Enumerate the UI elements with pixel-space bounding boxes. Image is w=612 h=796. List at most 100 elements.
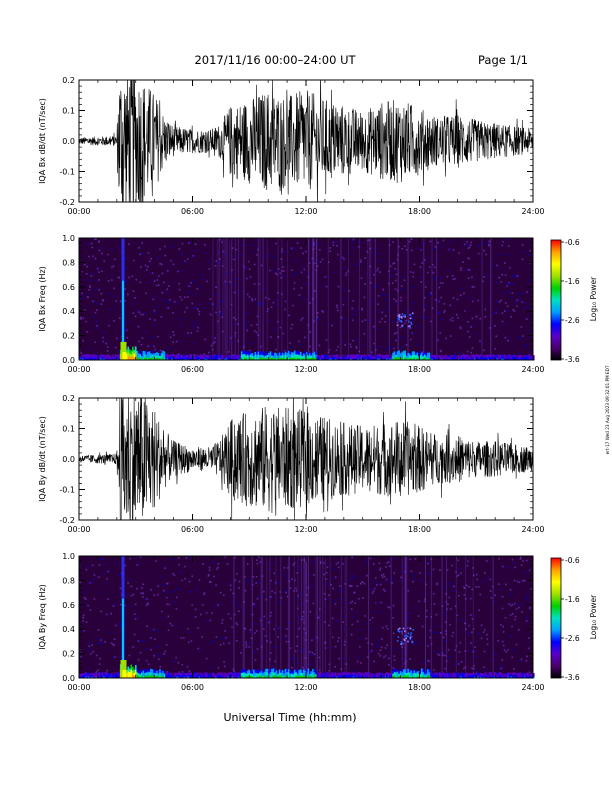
spectrogram-lowfreq-cell <box>148 671 151 676</box>
spectrogram-speckle <box>260 619 262 622</box>
spectrogram-lowfreq-cell <box>219 674 222 677</box>
spectrogram-speckle <box>249 629 252 631</box>
spectrogram-lowfreq-cell <box>94 674 96 677</box>
spectrogram-speckle <box>352 339 354 342</box>
narrowband-patch-cell <box>411 640 413 643</box>
spectrogram-lowfreq-cell <box>517 676 520 679</box>
spectrogram-speckle <box>145 604 148 607</box>
spectrogram-lowfreq-cell <box>330 676 332 679</box>
spectrogram-lowfreq-cell <box>260 354 263 358</box>
spectrogram-lowfreq-cell <box>306 354 308 358</box>
spectrogram-lowfreq-cell <box>390 672 393 675</box>
spectrogram-lowfreq-cell <box>275 670 278 674</box>
spectrogram-lowfreq-cell <box>352 356 355 359</box>
spectrogram-lowfreq-cell <box>145 672 148 676</box>
spectrogram-lowfreq-cell <box>154 672 157 676</box>
spectrogram-lowfreq-cell <box>221 356 223 359</box>
spectrogram-speckle <box>96 267 99 270</box>
spectrogram-lowfreq-cell <box>371 676 373 679</box>
spectrogram-speckle <box>275 242 277 245</box>
spectrogram-lowfreq-cell <box>504 676 506 679</box>
spectrogram-lowfreq-cell <box>334 356 337 359</box>
spectrogram-lowfreq-cell <box>184 356 187 359</box>
colorbar-label: Log₁₀ Power <box>589 594 598 639</box>
spectrogram-speckle <box>302 666 304 669</box>
spectrogram-speckle <box>430 320 432 323</box>
spectrogram-lowfreq-cell <box>283 670 285 674</box>
spectrogram-striation <box>233 556 235 678</box>
spectrogram-lowfreq-cell <box>115 358 117 361</box>
spectrogram-speckle <box>388 664 390 666</box>
spectrogram-lowfreq-cell <box>312 357 314 361</box>
spectrogram-striation <box>430 556 432 678</box>
spectrogram-lowfreq-cell <box>251 355 254 359</box>
spectrogram-lowfreq-cell <box>178 358 181 361</box>
spectrogram-speckle <box>153 295 156 298</box>
spectrogram-speckle <box>322 284 324 287</box>
spectrogram-lowfreq-cell <box>413 670 415 674</box>
narrowband-patch-cell <box>400 630 403 633</box>
spectrogram-speckle <box>251 298 253 300</box>
spectrogram-speckle <box>269 269 271 272</box>
spectrogram-lowfreq-cell <box>352 672 355 675</box>
spectrogram-lowfreq-cell <box>239 358 241 361</box>
spectrogram-speckle <box>376 645 379 647</box>
spectrogram-lowfreq-cell <box>369 674 372 677</box>
broadband-spike-base <box>120 660 127 678</box>
spectrogram-speckle <box>92 272 94 275</box>
spectrogram-lowfreq-cell <box>271 355 273 358</box>
spectrogram-lowfreq-cell <box>237 676 240 679</box>
spectrogram-lowfreq-cell <box>352 354 355 357</box>
spectrogram-lowfreq-cell <box>178 676 181 679</box>
spectrogram-lowfreq-cell <box>242 671 244 676</box>
spectrogram-speckle <box>353 592 355 594</box>
spectrogram-lowfreq-cell <box>404 353 406 358</box>
spectrogram-speckle <box>98 564 101 566</box>
spectrogram-lowfreq-cell <box>513 354 515 357</box>
spectrogram-speckle <box>304 250 307 253</box>
spectrogram-lowfreq-cell <box>431 355 434 358</box>
spectrogram-speckle <box>155 560 157 562</box>
spectrogram-speckle <box>274 581 277 584</box>
spectrogram-lowfreq-cell <box>250 670 252 674</box>
spectrogram-speckle <box>213 605 215 607</box>
spectrogram-lowfreq-cell <box>404 350 406 355</box>
spectrogram-lowfreq-cell <box>493 355 496 358</box>
spectrogram-speckle <box>521 301 523 303</box>
spectrogram-speckle <box>406 627 409 629</box>
spectrogram-speckle <box>148 260 151 263</box>
spectrogram-speckle <box>196 308 199 311</box>
spectrogram-speckle <box>335 620 338 623</box>
spectrogram-lowfreq-cell <box>475 354 478 357</box>
spectrogram-speckle <box>411 332 414 335</box>
spectrogram-lowfreq-cell <box>464 674 467 677</box>
spectrogram-lowfreq-cell <box>415 357 417 361</box>
spectrogram-speckle <box>421 593 424 595</box>
spectrogram-speckle <box>80 656 82 658</box>
spectrogram-speckle <box>371 351 373 354</box>
spectrogram-lowfreq-cell <box>458 674 461 677</box>
spectrogram-speckle <box>463 292 465 295</box>
spectrogram-lowfreq-cell <box>106 674 108 677</box>
spectrogram-lowfreq-cell <box>431 356 434 359</box>
spectrogram-lowfreq-cell <box>354 674 356 677</box>
spectrogram-speckle <box>169 622 172 625</box>
spectrogram-speckle <box>100 246 102 249</box>
spectrogram-lowfreq-cell <box>365 672 367 675</box>
spectrogram-lowfreq-cell <box>113 356 116 359</box>
spectrogram-speckle <box>373 660 375 663</box>
spectrogram-lowfreq-cell <box>299 672 302 676</box>
spectrogram-lowfreq-cell <box>369 672 372 675</box>
spectrogram-speckle <box>437 339 439 342</box>
spectrogram-lowfreq-cell <box>327 674 329 677</box>
spectrogram-lowfreq-cell <box>481 674 484 677</box>
spectrogram-speckle <box>169 299 171 301</box>
spectrogram-speckle <box>525 343 527 346</box>
spectrogram-lowfreq-cell <box>204 674 207 677</box>
spectrogram-lowfreq-cell <box>228 672 231 675</box>
spectrogram-lowfreq-cell <box>457 676 459 679</box>
spectrogram-speckle <box>466 350 469 353</box>
spectrogram-lowfreq-cell <box>372 673 375 676</box>
spectrogram-lowfreq-cell <box>80 673 83 676</box>
spectrogram-speckle <box>489 590 492 592</box>
